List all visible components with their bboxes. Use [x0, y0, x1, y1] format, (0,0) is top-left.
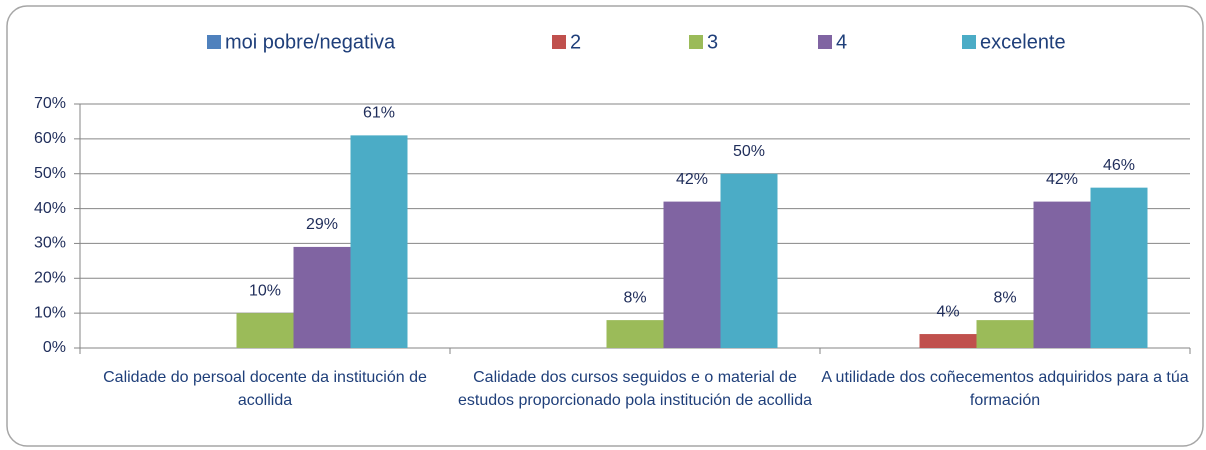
data-label: 10%: [249, 282, 281, 299]
data-label: 8%: [623, 289, 646, 306]
bar: [663, 201, 721, 348]
legend-label: 3: [707, 31, 718, 53]
data-label: 29%: [306, 216, 338, 233]
bar: [1033, 201, 1091, 348]
bar: [720, 173, 778, 348]
legend-swatch: [552, 35, 566, 49]
bar: [919, 334, 977, 348]
bar: [293, 246, 351, 348]
legend-swatch: [207, 35, 221, 49]
y-tick-label: 30%: [34, 235, 66, 252]
data-label: 61%: [363, 105, 395, 122]
legend-label: 4: [836, 31, 847, 53]
data-label: 42%: [1046, 171, 1078, 188]
x-tick-label: Calidade dos cursos seguidos e o materia…: [457, 369, 812, 409]
legend-swatch: [962, 35, 976, 49]
legend-label: moi pobre/negativa: [225, 31, 396, 53]
bar: [236, 313, 294, 348]
legend-swatch: [818, 35, 832, 49]
bar: [606, 320, 664, 348]
y-tick-label: 10%: [34, 304, 66, 321]
data-label: 50%: [733, 143, 765, 160]
y-tick-label: 60%: [34, 130, 66, 147]
y-tick-label: 0%: [43, 339, 66, 356]
bar: [350, 135, 408, 348]
y-tick-label: 40%: [34, 200, 66, 217]
bar: [1090, 187, 1148, 348]
y-tick-label: 70%: [34, 95, 66, 112]
data-label: 4%: [936, 303, 959, 320]
y-tick-label: 50%: [34, 165, 66, 182]
data-label: 42%: [676, 171, 708, 188]
x-tick-label: A utilidade dos coñecementos adquiridos …: [821, 369, 1189, 409]
legend-label: excelente: [980, 31, 1066, 53]
y-tick-label: 20%: [34, 270, 66, 287]
legend-swatch: [689, 35, 703, 49]
legend-label: 2: [570, 31, 581, 53]
data-label: 46%: [1103, 157, 1135, 174]
x-tick-label: Calidade do persoal docente da instituci…: [103, 369, 427, 409]
data-label: 8%: [993, 289, 1016, 306]
bar: [976, 320, 1034, 348]
